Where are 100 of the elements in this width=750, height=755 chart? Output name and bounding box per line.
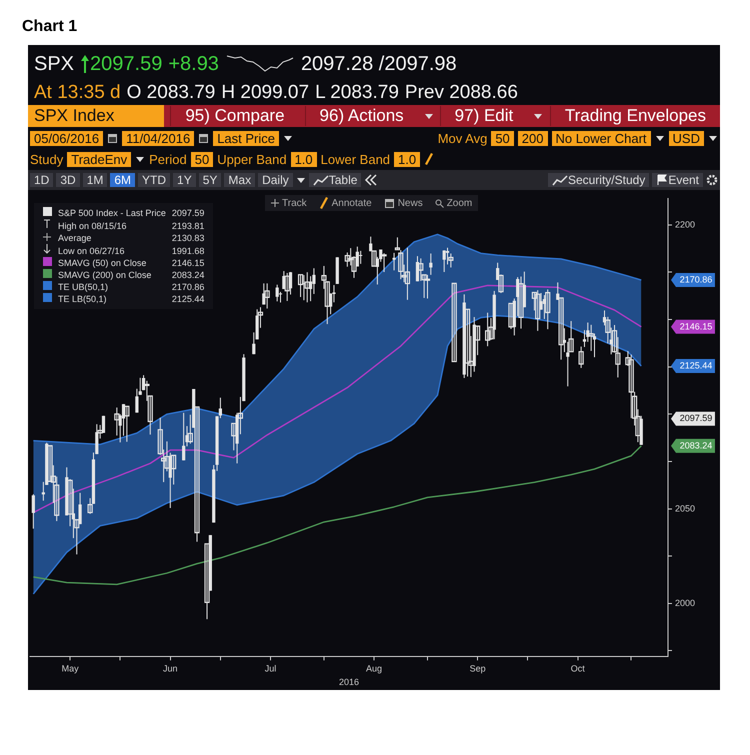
- text: 97) Edit: [440, 106, 528, 126]
- candlestick: [485, 312, 490, 347]
- text: Event: [668, 173, 699, 187]
- x-tick-label: Jul: [264, 663, 276, 674]
- legend-label: S&P 500 Index - Last Price: [57, 207, 167, 219]
- x-tick-label: Oct: [570, 663, 586, 674]
- annotation: 2170.86: [170, 281, 206, 293]
- text: Trading Envelopes: [550, 106, 720, 126]
- text: 96) Actions: [304, 106, 418, 126]
- annotation: News: [398, 198, 423, 208]
- text: 50: [491, 130, 514, 146]
- x-tick-label: Sep: [470, 663, 486, 674]
- text: Upper Band: [217, 152, 287, 166]
- text: 1.0: [394, 152, 420, 166]
- legend-label: TE LB(50,1): [57, 293, 108, 305]
- chart-title: Chart 1: [22, 18, 78, 36]
- candlestick: [276, 284, 279, 302]
- text: USD: [668, 130, 704, 146]
- annotation: 2146.15: [170, 257, 206, 269]
- candlestick: [32, 494, 35, 530]
- x-tick-label: Jun: [163, 663, 178, 674]
- text: 95) Compare: [170, 106, 299, 126]
- annotation: 2083.24: [170, 269, 206, 281]
- text: 2125.44: [680, 360, 712, 370]
- candlestick: [264, 282, 270, 310]
- text: 6M: [110, 173, 136, 187]
- candlestick: [429, 252, 432, 276]
- text: 200: [518, 130, 548, 146]
- text: Last Price: [213, 130, 279, 146]
- text: 2170.86: [680, 274, 712, 285]
- text: Study: [30, 152, 64, 166]
- candlestick: [545, 288, 550, 330]
- candlestick: [578, 346, 584, 368]
- candlestick: [138, 377, 142, 396]
- text: 2097.59: [680, 413, 712, 424]
- legend-label: SMAVG (200) on Close: [57, 269, 152, 281]
- text: YTD: [138, 173, 170, 187]
- text: Table: [328, 173, 358, 187]
- text: No Lower Chart: [552, 130, 651, 146]
- x-tick-label: May: [62, 663, 80, 674]
- candlestick: [535, 290, 540, 332]
- annotation: 2097.59: [170, 207, 206, 219]
- annotation: 2193.81: [170, 220, 206, 232]
- text: SPX: [34, 52, 74, 76]
- annotation: 1991.68: [170, 244, 206, 257]
- text: L 2083.79: [315, 82, 399, 104]
- text: Lower Band: [320, 152, 390, 166]
- text: SPX Index: [28, 105, 164, 127]
- candlestick: [446, 247, 450, 265]
- text: TradeEnv: [67, 152, 132, 166]
- text: 1Y: [173, 173, 196, 187]
- y-tick-label: 2000: [674, 598, 696, 608]
- text: 2083.24: [680, 440, 712, 450]
- text: 11/04/2016: [122, 130, 194, 146]
- candlestick: [124, 406, 130, 442]
- candlestick: [418, 258, 424, 282]
- annotation: 2130.83: [170, 232, 206, 244]
- text: 05/06/2016: [30, 130, 104, 146]
- annotation: Annotate: [332, 198, 372, 208]
- annotation: High on 08/15/16: [57, 220, 128, 232]
- candlestick: [278, 291, 282, 303]
- annotation: Zoom: [446, 198, 472, 208]
- text: 2146.15: [680, 321, 712, 332]
- y-tick-label: 2050: [674, 503, 696, 514]
- text: Security/Study: [568, 173, 646, 187]
- annotation: Track: [282, 198, 307, 208]
- text: 5Y: [198, 173, 222, 187]
- candlestick: [442, 250, 446, 273]
- annotation: 2125.44: [170, 293, 206, 305]
- text: 2097.59: [90, 52, 162, 74]
- candlestick: [284, 272, 290, 302]
- legend-label: SMAVG (50) on Close: [57, 257, 148, 269]
- text: At 13:35 d: [34, 82, 121, 104]
- candlestick: [566, 341, 570, 387]
- text: Mov Avg: [438, 130, 488, 146]
- candlestick: [332, 284, 336, 303]
- candlestick: [452, 282, 457, 362]
- text: Max: [224, 173, 256, 187]
- legend-label: TE UB(50,1): [57, 281, 110, 293]
- text: 2097.28 /2097.98: [300, 52, 457, 76]
- candlestick: [359, 250, 362, 264]
- text: Prev 2088.66: [404, 82, 518, 104]
- text: O 2083.79: [126, 82, 216, 104]
- y-tick-label: 2200: [674, 219, 696, 230]
- text: 1.0: [290, 152, 317, 166]
- text: Daily: [258, 173, 293, 187]
- annotation: Low on 06/27/16: [57, 244, 126, 257]
- text: 50: [190, 152, 214, 166]
- candlestick: [256, 308, 259, 340]
- candlestick: [135, 388, 138, 414]
- text: 1D: [30, 173, 54, 187]
- annotation: Average: [57, 232, 92, 244]
- text: +8.93: [168, 52, 219, 76]
- x-axis-title: 2016: [338, 677, 360, 688]
- text: H 2099.07: [221, 82, 310, 104]
- text: 3D: [56, 173, 80, 187]
- text: 1M: [82, 173, 108, 187]
- text: Period: [149, 152, 187, 166]
- x-tick-label: Aug: [366, 663, 382, 674]
- candlestick: [182, 412, 186, 461]
